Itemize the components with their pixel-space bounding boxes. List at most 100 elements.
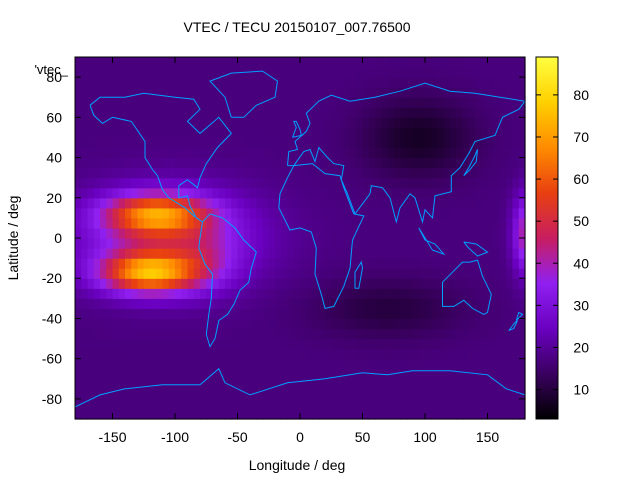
heatmap-cell	[368, 97, 376, 108]
heatmap-cell	[193, 258, 201, 269]
heatmap-cell	[331, 57, 339, 68]
heatmap-cell	[500, 207, 507, 219]
heatmap-cell	[137, 298, 145, 309]
heatmap-cell	[337, 398, 345, 410]
heatmap-cell	[75, 57, 82, 68]
heatmap-cell	[400, 67, 407, 78]
heatmap-cell	[112, 147, 120, 159]
heatmap-cell	[118, 358, 126, 370]
heatmap-cell	[325, 177, 332, 189]
heatmap-cell	[287, 107, 295, 118]
heatmap-cell	[318, 398, 326, 410]
heatmap-cell	[81, 358, 89, 370]
heatmap-cell	[506, 117, 514, 128]
heatmap-cell	[193, 67, 201, 78]
heatmap-cell	[506, 197, 514, 209]
heatmap-cell	[87, 258, 95, 269]
heatmap-cell	[112, 77, 120, 88]
heatmap-cell	[312, 348, 320, 360]
heatmap-cell	[187, 358, 195, 370]
heatmap-cell	[325, 187, 332, 199]
heatmap-cell	[81, 408, 89, 420]
heatmap-cell	[131, 137, 139, 149]
heatmap-cell	[362, 107, 370, 118]
heatmap-cell	[393, 127, 401, 139]
heatmap-cell	[406, 217, 414, 229]
heatmap-cell	[168, 197, 176, 209]
heatmap-cell	[412, 217, 420, 229]
heatmap-cell	[81, 117, 89, 128]
heatmap-cell	[481, 227, 489, 239]
heatmap-cell	[387, 207, 395, 219]
heatmap-cell	[112, 157, 120, 169]
heatmap-cell	[281, 97, 289, 108]
heatmap-cell	[250, 398, 257, 410]
heatmap-cell	[506, 97, 514, 108]
heatmap-cell	[362, 308, 370, 320]
heatmap-cell	[106, 107, 114, 118]
heatmap-cell	[406, 408, 414, 420]
heatmap-cell	[337, 227, 345, 239]
heatmap-cell	[431, 308, 439, 320]
heatmap-cell	[393, 197, 401, 209]
heatmap-cell	[131, 258, 139, 269]
heatmap-cell	[162, 177, 170, 189]
heatmap-cell	[287, 278, 295, 289]
heatmap-cell	[275, 238, 282, 249]
heatmap-cell	[256, 117, 264, 128]
heatmap-cell	[281, 107, 289, 118]
heatmap-cell	[262, 67, 270, 78]
heatmap-cell	[512, 278, 520, 289]
heatmap-cell	[462, 177, 470, 189]
heatmap-cell	[262, 197, 270, 209]
heatmap-cell	[262, 227, 270, 239]
heatmap-cell	[350, 67, 357, 78]
heatmap-cell	[293, 358, 301, 370]
heatmap-cell	[125, 238, 132, 249]
heatmap-cell	[293, 147, 301, 159]
heatmap-cell	[112, 318, 120, 330]
heatmap-cell	[343, 87, 351, 98]
heatmap-cell	[412, 408, 420, 420]
heatmap-cell	[218, 157, 226, 169]
heatmap-cell	[206, 328, 214, 340]
heatmap-cell	[87, 268, 95, 279]
heatmap-cell	[481, 408, 489, 420]
heatmap-cell	[387, 97, 395, 108]
heatmap-cell	[131, 398, 139, 410]
heatmap-cell	[137, 217, 145, 229]
heatmap-cell	[237, 338, 245, 350]
heatmap-cell	[331, 117, 339, 128]
heatmap-cell	[112, 338, 120, 350]
heatmap-cell	[512, 338, 520, 350]
heatmap-cell	[331, 398, 339, 410]
heatmap-cell	[393, 338, 401, 350]
heatmap-cell	[318, 117, 326, 128]
heatmap-cell	[312, 398, 320, 410]
heatmap-cell	[275, 107, 282, 118]
heatmap-cell	[356, 348, 364, 360]
heatmap-cell	[418, 157, 426, 169]
heatmap-cell	[268, 278, 276, 289]
heatmap-cell	[518, 157, 526, 169]
heatmap-cell	[393, 298, 401, 309]
heatmap-cell	[337, 288, 345, 299]
heatmap-cell	[362, 127, 370, 139]
heatmap-cell	[168, 87, 176, 98]
heatmap-cell	[262, 338, 270, 350]
heatmap-cell	[306, 97, 314, 108]
heatmap-cell	[306, 288, 314, 299]
heatmap-cell	[381, 358, 389, 370]
heatmap-cell	[181, 207, 189, 219]
heatmap-cell	[381, 207, 389, 219]
heatmap-cell	[387, 378, 395, 390]
heatmap-cell	[512, 87, 520, 98]
heatmap-cell	[206, 238, 214, 249]
heatmap-cell	[475, 268, 482, 279]
heatmap-cell	[262, 147, 270, 159]
heatmap-cell	[450, 408, 457, 420]
heatmap-cell	[500, 187, 507, 199]
heatmap-cell	[112, 298, 120, 309]
heatmap-cell	[325, 358, 332, 370]
heatmap-cell	[493, 57, 501, 68]
